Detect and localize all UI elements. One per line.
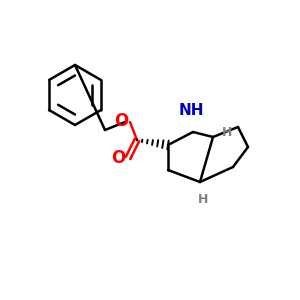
Text: O: O bbox=[114, 112, 128, 130]
Text: NH: NH bbox=[178, 103, 204, 118]
Text: H: H bbox=[198, 193, 208, 206]
Text: O: O bbox=[111, 149, 125, 167]
Text: H: H bbox=[222, 127, 232, 140]
